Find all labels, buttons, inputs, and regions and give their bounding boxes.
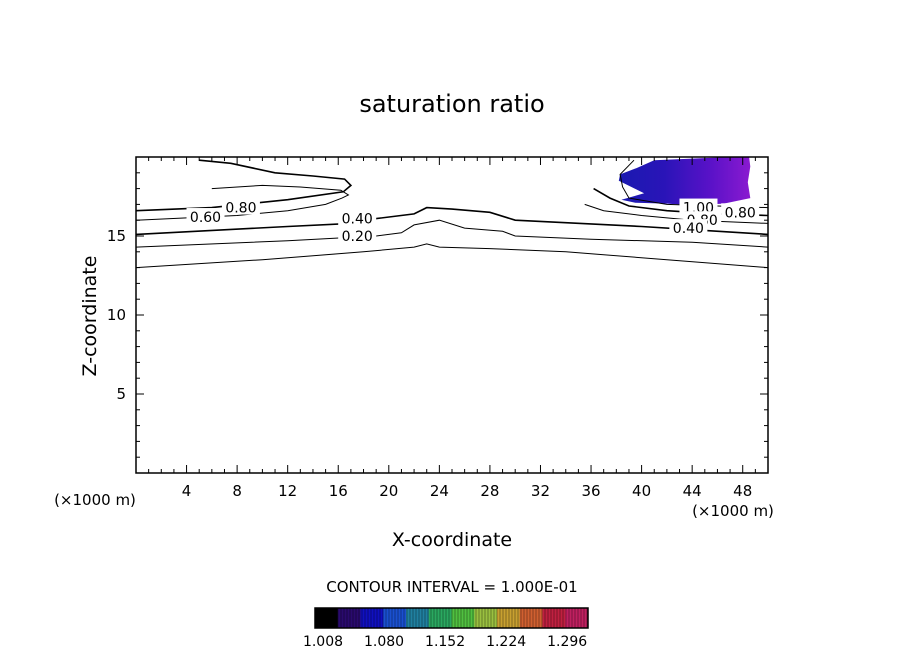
x-tick-label: 40	[632, 482, 651, 500]
colorbar-tick-label: 1.008	[303, 634, 343, 650]
contour-label-background	[669, 219, 708, 236]
contour-label: 0.60	[190, 210, 221, 226]
contour-label: 0.80	[725, 205, 756, 221]
colorbar-tick-label: 1.296	[547, 634, 587, 650]
colorbar-segment	[315, 608, 339, 628]
x-tick-label: 44	[683, 482, 702, 500]
colorbar-segment	[451, 608, 475, 628]
y-axis-ticks: 5 10 15	[107, 156, 768, 474]
x-axis-ticks: 4 8 12 16 20 24 28 32 36 40 44 48	[135, 157, 769, 500]
colorbar-segment	[519, 608, 543, 628]
colorbar	[314, 607, 589, 629]
x-tick-label: 20	[379, 482, 398, 500]
contour-label-background	[186, 208, 225, 225]
x-tick-label: 28	[480, 482, 499, 500]
chart-title: saturation ratio	[359, 90, 544, 118]
contour-label: 0.40	[342, 212, 373, 228]
contour-interval-text: CONTOUR INTERVAL = 1.000E-01	[326, 578, 577, 596]
colorbar-segment	[565, 608, 589, 628]
x-tick-label: 36	[581, 482, 600, 500]
x-unit-label-left: (×1000 m)	[54, 491, 136, 509]
colorbar-frame	[314, 607, 589, 629]
colorbar-segment	[360, 608, 384, 628]
y-tick-label: 10	[107, 306, 126, 324]
x-tick-label: 16	[329, 482, 348, 500]
colorbar-segment	[337, 608, 361, 628]
colorbar-tick-label: 1.152	[425, 634, 465, 650]
colorbar-tick-label: 1.224	[486, 634, 526, 650]
contour-label-background	[338, 209, 377, 226]
contour-label: 0.40	[673, 221, 704, 237]
colorbar-segment	[406, 608, 430, 628]
x-tick-label: 32	[531, 482, 550, 500]
contour-label: 0.20	[342, 229, 373, 245]
x-tick-label: 24	[430, 482, 449, 500]
contour-label-background	[679, 198, 718, 215]
contour-line	[136, 243, 768, 269]
contour-line	[136, 184, 350, 221]
colorbar-segment	[428, 608, 452, 628]
contour-label-background	[338, 227, 377, 243]
contour-label: 0.80	[225, 201, 256, 217]
x-axis-label: X-coordinate	[392, 529, 512, 551]
colorbar-segment	[383, 608, 407, 628]
x-tick-label: 12	[278, 482, 297, 500]
colorbar-tick-label: 1.080	[364, 634, 404, 650]
supersaturation-fill	[618, 157, 751, 206]
contour-label-background	[721, 203, 760, 220]
contour-labels: 0.800.600.400.201.000.800.800.40	[186, 198, 760, 245]
x-tick-label: 8	[232, 482, 242, 500]
y-axis-label: Z-coordinate	[79, 256, 101, 377]
colorbar-segment	[542, 608, 566, 628]
x-tick-label: 4	[182, 482, 192, 500]
colorbar-segment	[474, 608, 498, 628]
y-tick-label: 15	[107, 227, 126, 245]
colorbar-tick-labels: 1.008 1.080 1.152 1.224 1.296	[303, 634, 587, 650]
x-tick-label: 48	[733, 482, 752, 500]
y-tick-label: 5	[116, 385, 126, 403]
contour-label-background	[221, 198, 260, 215]
x-unit-label-right: (×1000 m)	[692, 502, 774, 520]
filled-supersaturation-region	[618, 157, 751, 206]
colorbar-segment	[497, 608, 521, 628]
